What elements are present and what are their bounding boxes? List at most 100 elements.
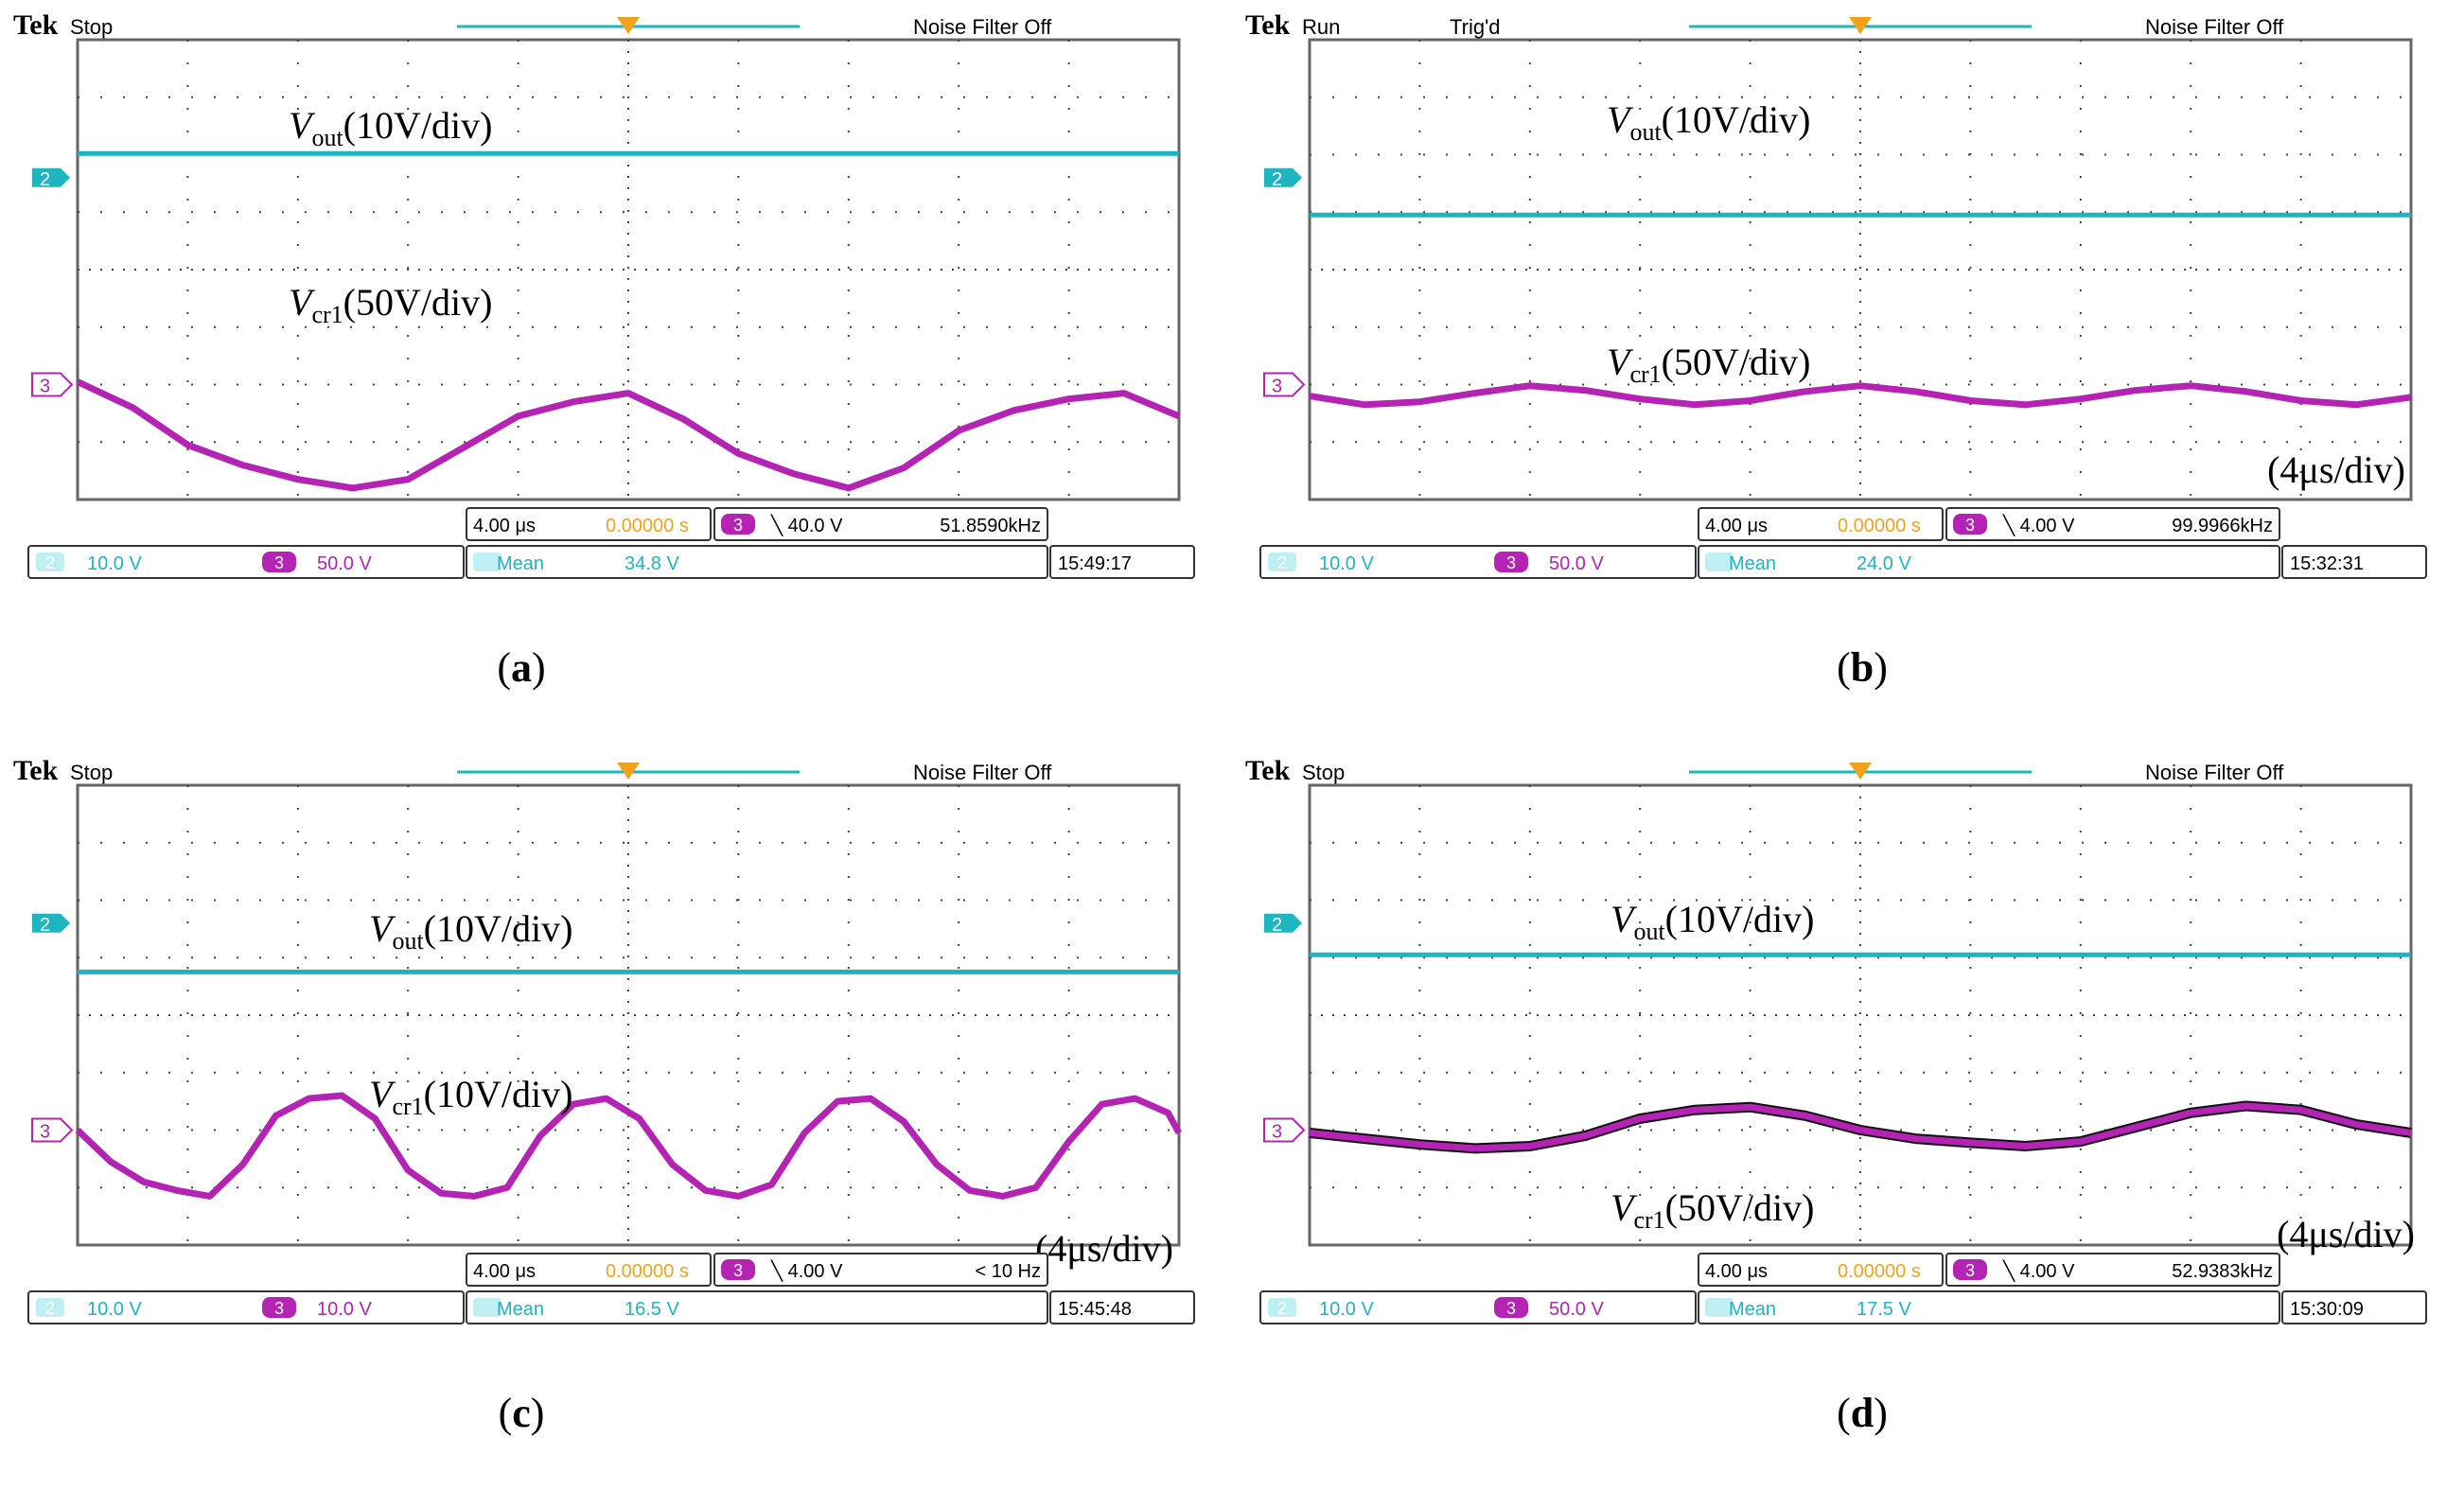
ch3-badge-number: 3 xyxy=(1506,1299,1516,1318)
vcr1-scale: (50V/div) xyxy=(1662,341,1811,383)
channel-scale-box xyxy=(1259,1290,1697,1324)
ch2-badge-number: 2 xyxy=(1277,553,1287,572)
measurement-value: 34.8 V xyxy=(625,553,679,574)
time-per-div-label: (4μs/div) xyxy=(2267,448,2405,491)
measure-ch2-badge xyxy=(473,1298,502,1317)
vcr1-label: Vcr1(50V/div) xyxy=(1610,1186,1814,1234)
vout-subscript: out xyxy=(311,124,343,151)
trigger-box xyxy=(1945,507,2280,541)
ch2-ground-marker xyxy=(1264,913,1302,933)
caption-a: (a) xyxy=(497,644,546,691)
vcr1-scale: (10V/div) xyxy=(424,1073,573,1115)
clock-value: 15:32:31 xyxy=(2290,553,2364,574)
trigger-frequency-value: 99.9966kHz xyxy=(2172,516,2273,536)
vout-scale: (10V/div) xyxy=(1665,898,1815,940)
trigger-position-icon xyxy=(1849,17,1872,34)
scope-screen-d: Tek Stop Noise Filter Off23Vout(10V/div)Vc… xyxy=(1245,755,2427,1324)
measurement-box xyxy=(1698,545,2280,579)
scope-screen-a: Tek Stop Noise Filter Off23Vout(10V/div)Vc… xyxy=(13,9,1195,579)
timebase-value: 4.00 μs xyxy=(473,516,536,536)
trigger-channel-badge xyxy=(721,1259,755,1280)
ch3-scale-value: 10.0 V xyxy=(317,1299,372,1320)
vcr1-trace xyxy=(1309,1102,2412,1152)
clock-box xyxy=(2281,545,2427,579)
channel-scale-box xyxy=(27,1290,465,1324)
ch2-scale-value: 10.0 V xyxy=(87,1299,142,1320)
measurement-box xyxy=(1698,1290,2280,1324)
ch2-badge-number: 2 xyxy=(45,553,55,572)
timebase-value: 4.00 μs xyxy=(1705,1261,1768,1282)
vcr1-trace xyxy=(1309,382,2412,409)
scope-panel-c: Tek Stop Noise Filter Off 2 3 Vout(10V/div) Vc… xyxy=(0,746,1232,1491)
vout-scale: (10V/div) xyxy=(1662,98,1811,141)
ch3-marker-label: 3 xyxy=(40,377,50,397)
trigger-level-value: ╲ 40.0 V xyxy=(770,514,843,536)
trigger-position-icon xyxy=(1849,763,1872,780)
vout-symbol: V xyxy=(1610,898,1638,940)
vcr1-symbol: V xyxy=(289,281,316,324)
vcr1-subscript: cr1 xyxy=(392,1093,423,1120)
vout-scale: (10V/div) xyxy=(424,907,573,950)
trigger-position-value: 0.00000 s xyxy=(1838,516,1921,536)
timebase-box xyxy=(1698,1253,1944,1287)
ch3-ground-marker xyxy=(31,1117,74,1143)
trigger-channel-number: 3 xyxy=(733,516,743,535)
vout-label: Vout(10V/div) xyxy=(369,907,572,955)
trigger-frequency-value: 52.9383kHz xyxy=(2172,1261,2273,1282)
ch2-ground-marker xyxy=(1264,167,1302,187)
ch3-badge-number: 3 xyxy=(274,1299,284,1318)
trigger-position-value: 0.00000 s xyxy=(1838,1261,1921,1282)
channel-scale-box xyxy=(1259,545,1697,579)
measure-ch2-badge xyxy=(473,553,502,571)
measure-ch2-badge xyxy=(1705,553,1734,571)
trigger-channel-number: 3 xyxy=(733,1261,743,1280)
timebase-value: 4.00 μs xyxy=(473,1261,536,1282)
scope-panel-d: Tek Stop Noise Filter Off 2 3 Vout(10V/div) Vc… xyxy=(1232,746,2464,1491)
trigger-frequency-value: 51.8590kHz xyxy=(940,516,1041,536)
ch2-marker-label: 2 xyxy=(1272,169,1282,190)
measurement-value: 17.5 V xyxy=(1857,1299,1911,1320)
scope-panel-b: Tek Run Trig'd Noise Filter Off 2 3 Vout(10V/d… xyxy=(1232,0,2464,746)
ch3-badge xyxy=(1494,552,1528,572)
trigger-position-icon xyxy=(617,17,640,34)
trigger-level-value: ╲ 4.00 V xyxy=(2002,514,2075,536)
ch3-badge xyxy=(262,1297,296,1318)
timebase-box xyxy=(466,1253,712,1287)
trigger-level-value: ╲ 4.00 V xyxy=(2002,1259,2075,1282)
ch2-marker-label: 2 xyxy=(40,169,50,190)
trigger-channel-number: 3 xyxy=(1965,1261,1975,1280)
ch3-ground-marker xyxy=(31,372,74,397)
vcr1-scale: (50V/div) xyxy=(1665,1186,1815,1229)
ch3-marker-label: 3 xyxy=(1272,377,1282,397)
ch2-badge xyxy=(36,1298,64,1317)
measurement-label: Mean xyxy=(1729,553,1776,574)
vout-label: Vout(10V/div) xyxy=(1607,98,1810,146)
measurement-value: 16.5 V xyxy=(625,1299,679,1320)
vcr1-label: Vcr1(50V/div) xyxy=(289,281,492,328)
trigger-channel-number: 3 xyxy=(1965,516,1975,535)
vcr1-label: Vcr1(50V/div) xyxy=(1607,341,1810,388)
measurement-box xyxy=(466,1290,1048,1324)
tek-logo: Tek xyxy=(13,755,59,786)
timebase-box xyxy=(1698,507,1944,541)
trigger-box xyxy=(713,1253,1048,1287)
trigger-box xyxy=(1945,1253,2280,1287)
noise-filter-label: Noise Filter Off xyxy=(913,15,1052,39)
ch2-scale-value: 10.0 V xyxy=(1319,1299,1374,1320)
acq-state: Stop xyxy=(1302,761,1345,784)
measurement-label: Mean xyxy=(1729,1299,1776,1320)
caption-b: (b) xyxy=(1837,644,1888,691)
vcr1-trace xyxy=(75,1092,1183,1200)
vcr1-scale: (50V/div) xyxy=(343,281,493,324)
acq-state: Stop xyxy=(70,761,113,784)
vout-scale: (10V/div) xyxy=(343,104,493,147)
noise-filter-label: Noise Filter Off xyxy=(913,761,1052,784)
ch2-scale-value: 10.0 V xyxy=(1319,553,1374,574)
ch2-badge-number: 2 xyxy=(1277,1299,1287,1318)
vout-symbol: V xyxy=(289,104,316,147)
clock-value: 15:30:09 xyxy=(2290,1299,2364,1320)
trigger-channel-badge xyxy=(1953,1259,1987,1280)
vout-label: Vout(10V/div) xyxy=(289,104,492,151)
trigger-channel-badge xyxy=(1953,514,1987,535)
measurement-value: 24.0 V xyxy=(1857,553,1911,574)
